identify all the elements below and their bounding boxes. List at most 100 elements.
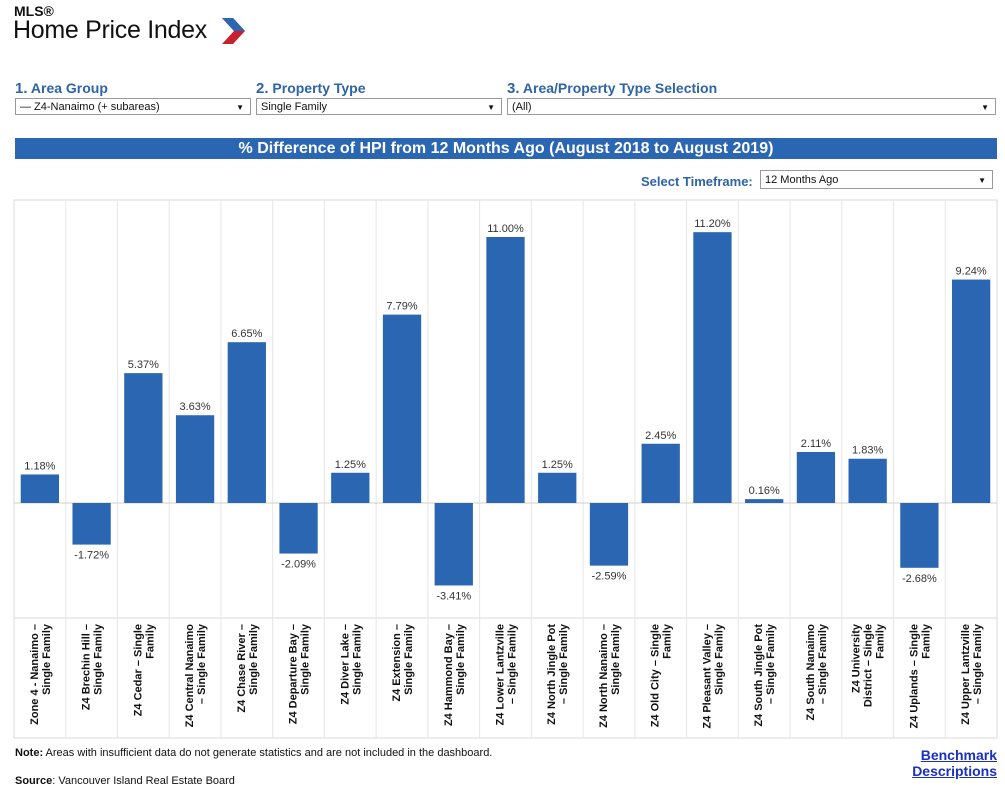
dropdown-arrow-icon: ▼ (978, 176, 986, 185)
bar[interactable] (745, 499, 784, 503)
bar[interactable] (20, 474, 60, 503)
bar[interactable] (124, 373, 163, 503)
category-label-line: – Single Family (196, 623, 208, 704)
category-label: Z4 Cedar – Single Family (132, 623, 156, 716)
category-label-line: Z4 Hammond Bay – (443, 624, 455, 726)
hpi-logo-icon (222, 18, 245, 44)
category-label-line: Z4 University (851, 623, 863, 693)
category-label-line: Family (875, 623, 887, 659)
category-label-line: Family (662, 623, 674, 659)
value-label: -2.68% (902, 573, 937, 585)
timeframe-select[interactable]: 12 Months Ago ▼ (760, 170, 993, 189)
area-group-value: — Z4-Nanaimo (+ subareas) (20, 101, 160, 113)
bar[interactable] (538, 472, 577, 503)
bar[interactable] (951, 279, 991, 503)
property-type-label: 2. Property Type (256, 80, 366, 97)
category-label-line: Single Family (713, 623, 725, 695)
bar[interactable] (72, 503, 111, 545)
category-label-line: Family (144, 623, 156, 659)
property-type-value: Single Family (261, 101, 328, 113)
bar[interactable] (641, 443, 680, 503)
property-type-select[interactable]: Single Family ▼ (256, 98, 502, 115)
category-label: Zone 4 - Nanaimo – Single Family (29, 623, 53, 725)
category-label-line: – Single Family (507, 623, 519, 704)
value-label: -1.72% (74, 550, 109, 562)
benchmark-descriptions-link[interactable]: Benchmark Descriptions (912, 747, 997, 779)
dropdown-arrow-icon: ▼ (236, 103, 244, 112)
category-label-line: Single Family (455, 623, 467, 695)
category-label: Z4 Chase River – Single Family (236, 623, 260, 713)
category-label-line: Z4 Pleasant Valley – (701, 624, 713, 729)
area-group-select[interactable]: — Z4-Nanaimo (+ subareas) ▼ (15, 98, 251, 115)
bar[interactable] (227, 342, 266, 503)
category-label-line: Z4 South Nanaimo (805, 624, 817, 721)
category-label: Z4 Diver Lake – Single Family (339, 623, 363, 705)
timeframe-label: Select Timeframe: (641, 174, 753, 189)
category-label-line: Z4 Departure Bay – (288, 624, 300, 724)
bar[interactable] (848, 458, 887, 503)
value-label: 11.20% (694, 218, 731, 230)
category-label-line: Single Family (403, 623, 415, 695)
area-property-selection-select[interactable]: (All) ▼ (507, 98, 996, 115)
category-label-line: – Single Family (558, 623, 570, 704)
note-text: Note: Areas with insufficient data do no… (15, 747, 493, 759)
value-label: 2.11% (801, 438, 832, 450)
value-label: 1.83% (852, 445, 883, 457)
category-label-line: Z4 Chase River – (236, 624, 248, 713)
category-label-line: Single Family (300, 623, 312, 695)
bar[interactable] (175, 415, 215, 503)
bar[interactable] (796, 451, 836, 503)
category-label-line: Z4 Diver Lake – (339, 624, 351, 705)
bar[interactable] (486, 237, 525, 503)
timeframe-value: 12 Months Ago (765, 174, 839, 186)
mls-logo-text: MLS® (14, 3, 54, 19)
category-label-line: Family (920, 623, 932, 659)
category-label-line: – Single Family (765, 623, 777, 704)
bar[interactable] (279, 503, 318, 554)
value-label: 9.24% (956, 266, 987, 278)
category-label: Z4 Hammond Bay – Single Family (443, 623, 467, 726)
category-label-line: Z4 Uplands – Single (908, 624, 920, 729)
category-label: Z4 Central Nanaimo – Single Family (184, 623, 208, 727)
dropdown-arrow-icon: ▼ (487, 103, 495, 112)
value-label: 6.65% (231, 328, 262, 340)
category-label-line: Zone 4 - Nanaimo – (29, 624, 41, 725)
category-label-line: Z4 Cedar – Single (132, 624, 144, 716)
home-price-index-logo: Home Price Index (13, 16, 207, 44)
value-label: 3.63% (179, 401, 210, 413)
category-label-line: – Single Family (972, 623, 984, 704)
area-property-selection-value: (All) (512, 101, 532, 113)
category-label: Z4 University District – Single Family (851, 623, 887, 707)
bar[interactable] (434, 503, 473, 586)
category-label: Z4 Departure Bay – Single Family (288, 623, 312, 724)
bar[interactable] (331, 472, 370, 503)
category-label: Z4 North Jingle Pot – Single Family (546, 623, 570, 725)
category-label: Z4 Pleasant Valley – Single Family (701, 623, 725, 728)
category-label-line: Z4 Old City – Single (650, 624, 662, 727)
category-label-line: District – Single (863, 624, 875, 707)
dropdown-arrow-icon: ▼ (981, 103, 989, 112)
category-label: Z4 Upper Lantzville – Single Family (960, 623, 984, 725)
area-group-label: 1. Area Group (15, 80, 108, 97)
value-label: 7.79% (386, 301, 417, 313)
bar[interactable] (693, 232, 732, 503)
category-label: Z4 Old City – Single Family (650, 623, 674, 727)
value-label: -2.09% (281, 559, 316, 571)
area-property-selection-label: 3. Area/Property Type Selection (507, 80, 718, 97)
bar[interactable] (589, 503, 629, 566)
value-label: -2.59% (592, 571, 627, 583)
category-label: Z4 South Nanaimo – Single Family (805, 623, 829, 720)
value-label: 1.25% (542, 459, 573, 471)
category-label-line: Z4 Brechin Hill – (81, 624, 93, 710)
category-label-line: Single Family (351, 623, 363, 695)
bar[interactable] (900, 503, 939, 568)
bar[interactable] (382, 314, 422, 503)
category-label-line: Z4 North Jingle Pot (546, 624, 558, 725)
value-label: 0.16% (749, 485, 780, 497)
category-label-line: Single Family (93, 623, 105, 695)
category-label-line: Z4 Upper Lantzville (960, 624, 972, 725)
value-label: 5.37% (128, 359, 159, 371)
category-label-line: Single Family (41, 623, 53, 695)
category-label-line: Single Family (610, 623, 622, 695)
